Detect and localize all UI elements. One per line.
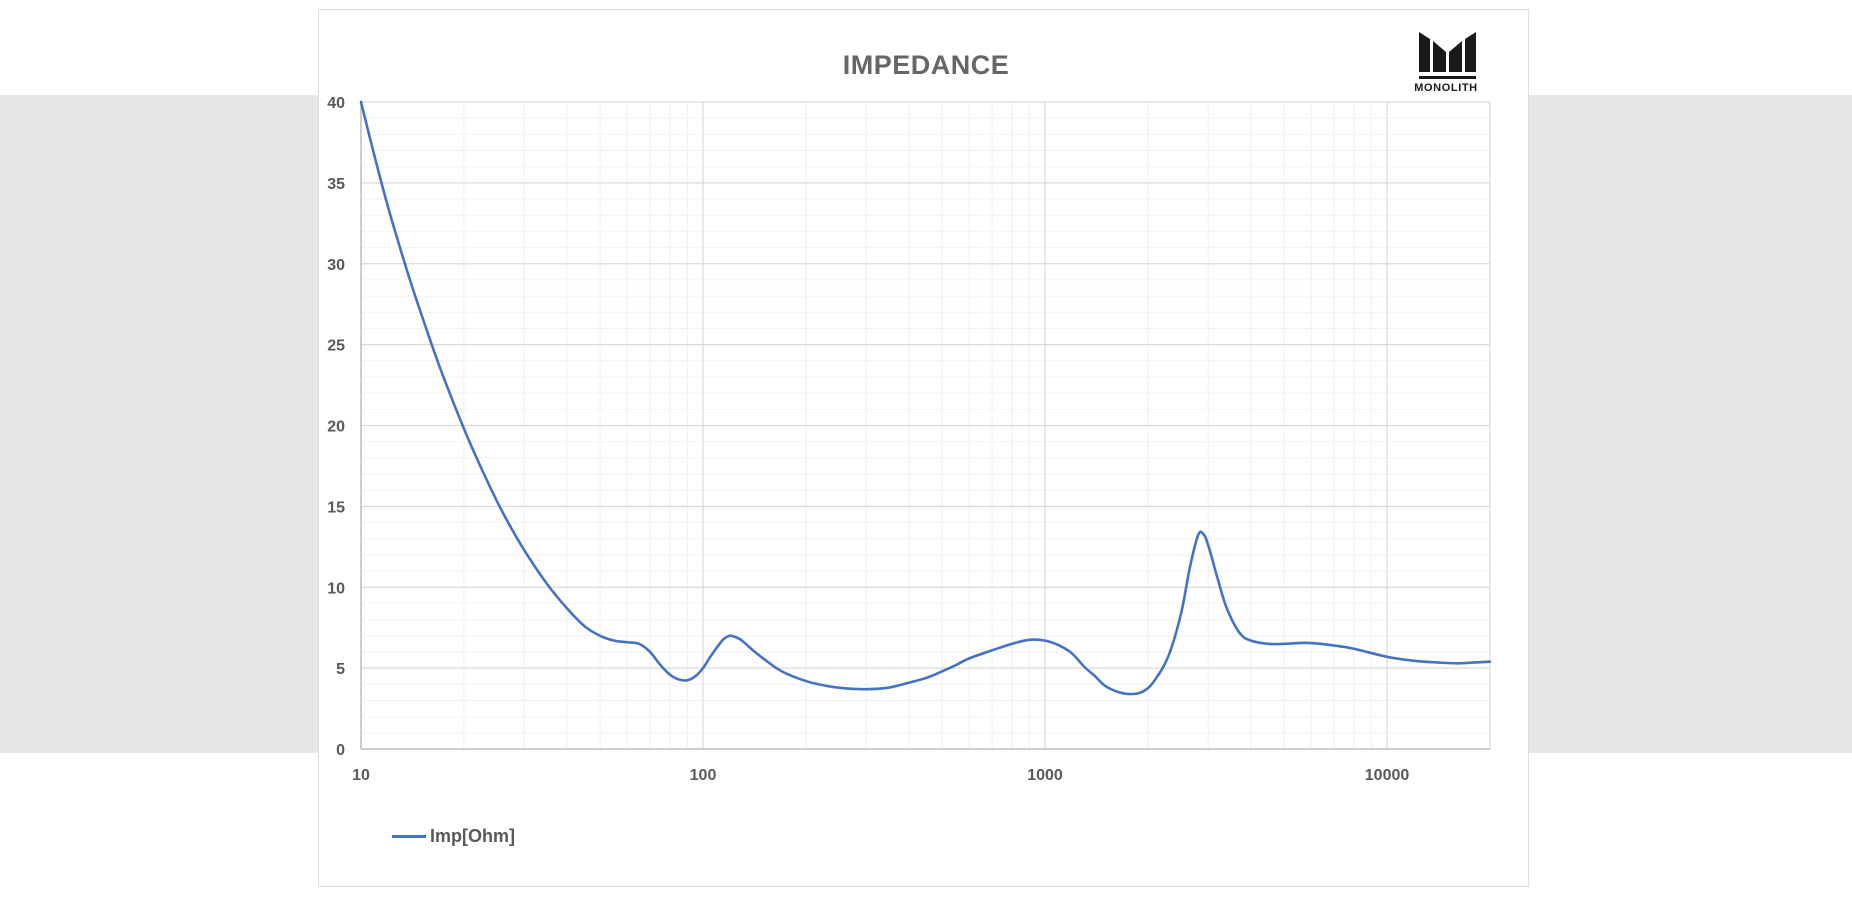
- y-tick-label: 30: [327, 257, 345, 274]
- major-gridlines: [360, 101, 1491, 750]
- chart-title: IMPEDANCE: [842, 50, 1010, 80]
- brand-logo: MONOLITH: [1404, 30, 1488, 98]
- y-tick-label: 15: [327, 499, 345, 516]
- y-tick-labels: 0 5 10 15 20 25 30 35 40: [327, 95, 345, 759]
- y-tick-label: 20: [327, 419, 345, 436]
- chart-card: [318, 9, 1529, 887]
- monolith-logo-icon: [1419, 32, 1476, 79]
- legend-line-swatch: [392, 834, 426, 838]
- axes: [360, 102, 1490, 750]
- x-tick-label: 100: [690, 767, 717, 784]
- legend-label: Imp[Ohm]: [430, 825, 515, 846]
- series-lines: [359, 100, 1492, 696]
- x-tick-labels: 10 100 1000 10000: [352, 767, 1409, 784]
- x-tick-label: 10000: [1365, 767, 1410, 784]
- y-tick-label: 5: [336, 661, 345, 678]
- y-tick-label: 0: [336, 742, 345, 759]
- logo-text: MONOLITH: [1414, 82, 1478, 94]
- series-line-imp-ohm: [359, 100, 1492, 696]
- y-tick-label: 40: [327, 95, 345, 112]
- y-tick-label: 35: [327, 176, 345, 193]
- x-tick-label: 10: [352, 767, 370, 784]
- y-tick-label: 10: [327, 580, 345, 597]
- x-tick-label: 1000: [1027, 767, 1063, 784]
- y-tick-label: 25: [327, 338, 345, 355]
- legend: Imp[Ohm]: [392, 824, 515, 848]
